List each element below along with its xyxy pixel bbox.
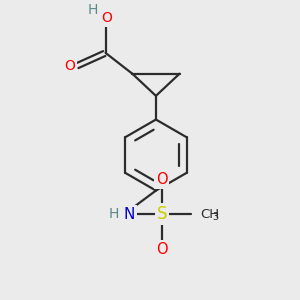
Text: N: N [124,207,135,222]
Text: O: O [156,172,168,187]
Text: O: O [102,11,112,25]
Text: O: O [64,59,75,73]
Text: O: O [156,242,168,257]
Text: H: H [109,207,119,221]
Text: CH: CH [200,208,219,221]
Text: H: H [88,3,98,17]
Text: 3: 3 [213,212,219,222]
Text: S: S [157,205,167,223]
